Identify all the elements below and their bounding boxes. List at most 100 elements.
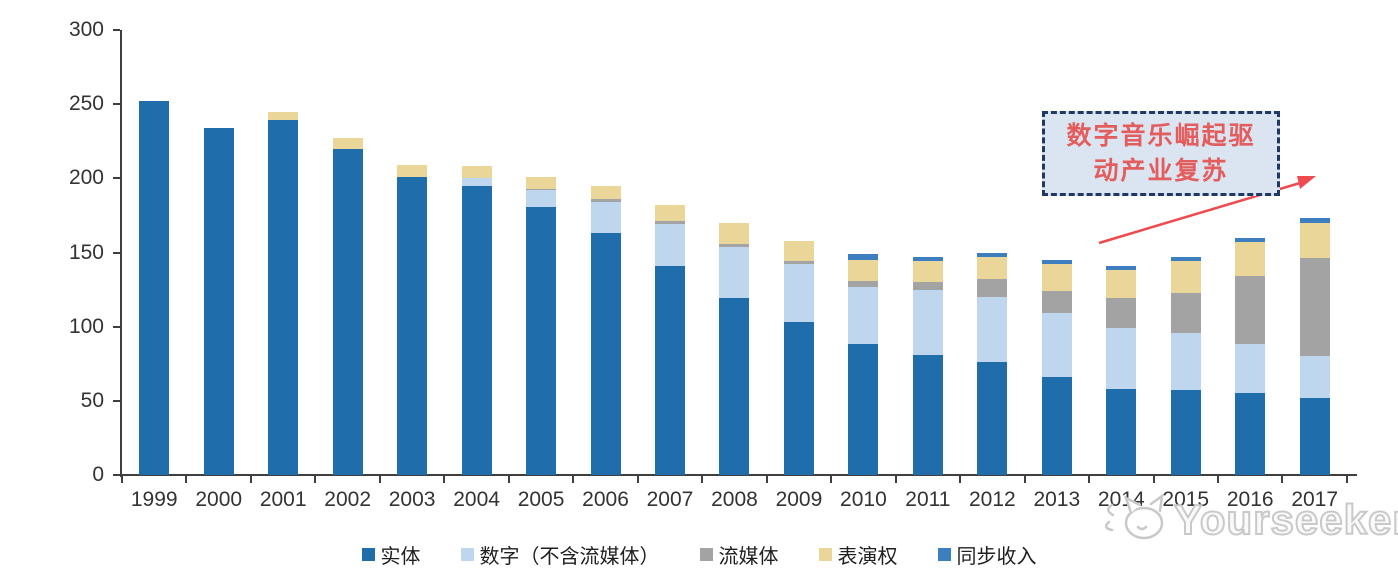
x-axis-label: 2012 [968, 488, 1016, 511]
bar-segment-表演权 [912, 261, 943, 283]
x-axis-label: 2002 [324, 488, 371, 511]
x-axis-tick [1152, 475, 1155, 483]
x-axis-tick [765, 475, 768, 483]
bar-segment-同步收入 [1041, 259, 1072, 265]
bar-segment-实体 [654, 265, 685, 475]
bar-segment-数字（不含流媒体） [590, 202, 621, 234]
bar-segment-表演权 [268, 111, 299, 121]
bar-segment-同步收入 [1235, 237, 1266, 243]
bar-segment-实体 [1299, 397, 1330, 475]
legend-swatch-icon [361, 548, 375, 561]
y-axis-label: 0 [92, 463, 104, 486]
y-axis-label: 150 [68, 240, 104, 264]
x-axis-tick [830, 475, 833, 483]
legend-item: 实体 [361, 540, 421, 569]
bar-segment-表演权 [654, 205, 685, 222]
legend-label: 实体 [380, 546, 421, 568]
x-axis-tick [701, 475, 704, 483]
bar-segment-数字（不含流媒体） [1235, 344, 1266, 394]
bar-segment-数字（不含流媒体） [461, 178, 492, 186]
x-axis-tick [249, 475, 252, 483]
x-axis-label: 2009 [775, 488, 823, 511]
bar-segment-表演权 [526, 176, 557, 189]
bar-segment-流媒体 [1106, 298, 1137, 329]
bar-segment-表演权 [397, 164, 428, 177]
bar-segment-表演权 [719, 222, 750, 244]
bar-segment-流媒体 [912, 282, 943, 290]
bar-segment-流媒体 [783, 261, 814, 265]
legend-item: 流媒体 [699, 540, 779, 569]
x-axis-label: 2016 [1226, 488, 1274, 511]
y-axis-line [120, 30, 122, 477]
x-axis-line [120, 474, 1357, 476]
y-axis-tick [113, 251, 120, 254]
legend-swatch-icon [460, 548, 474, 561]
bar-segment-流媒体 [1170, 292, 1201, 333]
y-axis-tick [113, 325, 120, 328]
bar-segment-同步收入 [1106, 265, 1137, 271]
bar-segment-流媒体 [977, 279, 1008, 297]
bar-segment-表演权 [977, 256, 1008, 280]
x-axis-tick [185, 475, 188, 483]
y-axis-label: 300 [68, 18, 104, 41]
x-axis-tick [314, 475, 317, 483]
x-axis-label: 2010 [840, 488, 887, 511]
legend-item: 数字（不含流媒体） [460, 540, 660, 569]
bar-segment-实体 [783, 322, 814, 475]
bar-segment-实体 [1170, 390, 1201, 475]
watermark: Yourseeker [1100, 492, 1398, 548]
x-axis-tick [121, 475, 123, 483]
bar-segment-表演权 [848, 259, 879, 281]
x-axis-label: 2011 [905, 488, 951, 511]
x-axis-tick [1023, 475, 1026, 483]
bar-segment-实体 [332, 148, 363, 475]
bar-segment-数字（不含流媒体） [1299, 356, 1330, 398]
y-axis-tick [113, 177, 120, 180]
x-axis-label: 2013 [1033, 488, 1081, 511]
x-axis-label: 2015 [1162, 488, 1210, 511]
y-axis-label: 100 [68, 314, 104, 338]
bar-segment-实体 [397, 176, 428, 475]
annotation-text-line2: 动产业复苏 [1093, 156, 1229, 185]
bar-segment-数字（不含流媒体） [1106, 328, 1137, 389]
bar-segment-数字（不含流媒体） [912, 289, 943, 355]
bar-segment-流媒体 [719, 243, 750, 247]
bar-segment-同步收入 [1299, 218, 1330, 223]
watermark-text: Yourseeker [1173, 495, 1398, 544]
x-axis-tick [1088, 475, 1091, 483]
bar-segment-表演权 [783, 240, 814, 262]
x-axis-label: 1999 [130, 488, 178, 511]
x-axis-tick [959, 475, 962, 483]
x-axis-tick [894, 475, 897, 483]
y-axis-tick [113, 399, 120, 402]
x-axis-tick [636, 475, 639, 483]
legend-swatch-icon [818, 548, 832, 561]
y-axis-tick [113, 29, 120, 31]
bar-segment-表演权 [1106, 270, 1137, 299]
bar-segment-流媒体 [1041, 291, 1072, 314]
bar-segment-数字（不含流媒体） [654, 224, 685, 266]
bar-segment-实体 [526, 206, 557, 475]
bar-segment-流媒体 [526, 188, 557, 191]
bar-segment-流媒体 [590, 199, 621, 203]
legend-swatch-icon [699, 548, 713, 561]
bar-segment-表演权 [1170, 261, 1201, 293]
x-axis-tick [1345, 475, 1348, 483]
x-axis-label: 2000 [195, 488, 243, 511]
bar-segment-数字（不含流媒体） [977, 297, 1008, 363]
legend-label: 表演权 [837, 546, 898, 568]
annotation-callout: 数字音乐崛起驱 动产业复苏 [1042, 111, 1280, 196]
x-axis-label: 2007 [646, 488, 694, 511]
cat-logo-icon [1104, 493, 1164, 540]
bar-segment-表演权 [1041, 264, 1072, 292]
bar-segment-实体 [912, 354, 943, 475]
bar-segment-数字（不含流媒体） [719, 246, 750, 299]
bar-segment-同步收入 [912, 256, 943, 262]
bar-segment-实体 [1235, 393, 1266, 475]
bar-segment-表演权 [461, 166, 492, 179]
x-axis-label: 2008 [711, 488, 758, 511]
x-axis-tick [1216, 475, 1219, 483]
bar-segment-数字（不含流媒体） [1041, 313, 1072, 378]
bar-segment-实体 [139, 101, 170, 475]
annotation-text-line1: 数字音乐崛起驱 [1066, 121, 1256, 150]
